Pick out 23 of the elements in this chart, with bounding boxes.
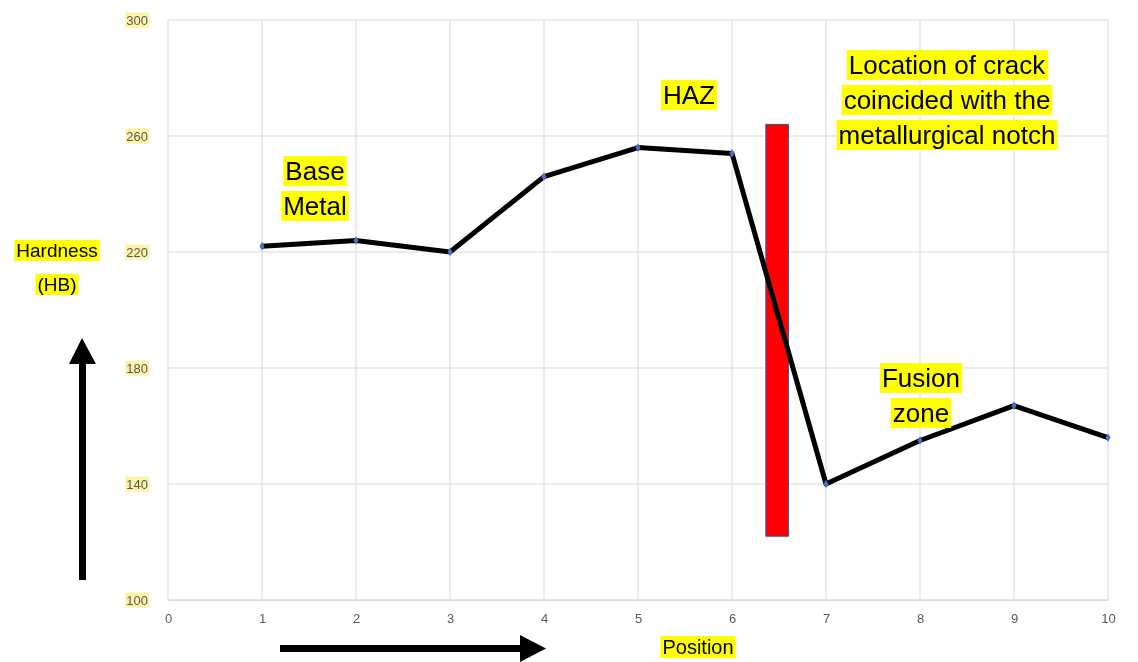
annotation: Base Metal xyxy=(283,156,347,221)
x-tick-label: 6 xyxy=(728,611,737,627)
x-tick-label: 2 xyxy=(352,611,361,627)
y-tick-label: 220 xyxy=(126,244,148,260)
y-tick-label: 260 xyxy=(126,128,148,144)
x-tick-label: 7 xyxy=(822,611,831,627)
x-tick-label: 4 xyxy=(540,611,549,627)
annotation: Location of crack coincided with the metallurgical notch xyxy=(838,50,1056,150)
x-tick-label: 5 xyxy=(634,611,643,627)
x-axis-title: Position xyxy=(662,636,734,658)
x-tick-label: 10 xyxy=(1101,611,1116,627)
x-tick-label: 1 xyxy=(258,611,267,627)
x-tick-label: 8 xyxy=(916,611,925,627)
y-axis-title: Hardness (HB) xyxy=(16,240,98,295)
y-tick-label: 180 xyxy=(126,360,148,376)
annotation: Fusion zone xyxy=(881,363,961,428)
x-tick-label: 9 xyxy=(1010,611,1019,627)
x-tick-label: 0 xyxy=(164,611,173,627)
y-tick-label: 300 xyxy=(126,12,148,28)
x-tick-label: 3 xyxy=(446,611,455,627)
annotation: HAZ xyxy=(663,80,716,110)
y-tick-label: 140 xyxy=(126,476,148,492)
y-tick-label: 100 xyxy=(126,592,148,608)
